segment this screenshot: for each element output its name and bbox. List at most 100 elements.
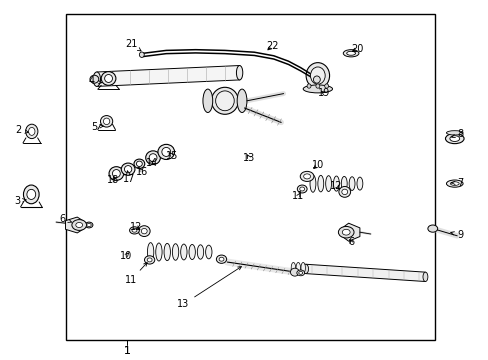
Text: 20: 20	[350, 44, 363, 54]
Ellipse shape	[296, 262, 300, 273]
Ellipse shape	[87, 223, 91, 227]
Text: 6: 6	[60, 213, 71, 224]
Ellipse shape	[144, 256, 154, 264]
Text: 21: 21	[124, 39, 141, 51]
Ellipse shape	[136, 161, 142, 166]
Ellipse shape	[303, 174, 310, 179]
Text: 1: 1	[123, 346, 130, 356]
Ellipse shape	[299, 187, 304, 191]
Polygon shape	[341, 223, 359, 241]
Ellipse shape	[23, 185, 39, 204]
Ellipse shape	[147, 258, 152, 262]
Ellipse shape	[422, 272, 427, 282]
Polygon shape	[305, 264, 425, 282]
Text: 10: 10	[120, 251, 132, 261]
Ellipse shape	[90, 75, 99, 83]
Ellipse shape	[302, 264, 308, 274]
Ellipse shape	[333, 176, 339, 191]
Ellipse shape	[188, 244, 195, 260]
Ellipse shape	[121, 163, 135, 175]
Ellipse shape	[216, 255, 226, 264]
Ellipse shape	[346, 51, 355, 55]
Ellipse shape	[301, 262, 305, 273]
Ellipse shape	[147, 243, 153, 261]
Ellipse shape	[219, 257, 224, 261]
Text: 17: 17	[123, 171, 136, 184]
Ellipse shape	[306, 84, 310, 88]
Ellipse shape	[85, 222, 93, 228]
Text: 12: 12	[129, 222, 142, 232]
Text: 8: 8	[451, 129, 463, 139]
Ellipse shape	[134, 159, 144, 168]
Ellipse shape	[445, 134, 463, 144]
Ellipse shape	[290, 268, 299, 276]
Text: 3: 3	[14, 196, 26, 206]
Ellipse shape	[211, 87, 238, 114]
Ellipse shape	[72, 220, 86, 230]
Text: 7: 7	[451, 178, 463, 188]
Text: 13: 13	[243, 153, 255, 163]
Text: 15: 15	[165, 150, 178, 161]
Bar	[66, 14, 434, 340]
Ellipse shape	[237, 89, 246, 112]
Ellipse shape	[93, 72, 101, 86]
Ellipse shape	[449, 182, 458, 185]
Ellipse shape	[446, 131, 462, 135]
Ellipse shape	[76, 222, 82, 228]
Ellipse shape	[342, 229, 349, 235]
Ellipse shape	[138, 226, 150, 237]
Ellipse shape	[124, 166, 132, 173]
Text: 12: 12	[329, 181, 342, 191]
Text: 14: 14	[145, 158, 158, 168]
Text: 10: 10	[311, 160, 324, 170]
Ellipse shape	[338, 226, 353, 238]
Ellipse shape	[197, 245, 203, 259]
Text: 1: 1	[123, 346, 130, 356]
Ellipse shape	[310, 67, 325, 84]
Ellipse shape	[343, 50, 358, 57]
Ellipse shape	[205, 245, 212, 259]
Ellipse shape	[317, 175, 323, 192]
Text: 22: 22	[265, 41, 278, 51]
Ellipse shape	[341, 189, 347, 194]
Text: 4: 4	[89, 76, 102, 86]
Text: 2: 2	[16, 125, 28, 135]
Ellipse shape	[315, 84, 319, 88]
Ellipse shape	[303, 85, 332, 93]
Ellipse shape	[149, 154, 157, 162]
Ellipse shape	[305, 63, 329, 89]
Ellipse shape	[101, 116, 112, 127]
Text: 16: 16	[135, 167, 148, 177]
Ellipse shape	[139, 52, 144, 57]
Ellipse shape	[104, 75, 112, 82]
Text: 13: 13	[177, 267, 241, 309]
Text: 6: 6	[347, 237, 353, 247]
Ellipse shape	[296, 270, 304, 276]
Text: 19: 19	[317, 88, 329, 98]
Text: 5: 5	[91, 122, 103, 132]
Ellipse shape	[298, 271, 302, 274]
Text: 18: 18	[107, 175, 120, 185]
Ellipse shape	[158, 144, 174, 159]
Ellipse shape	[309, 175, 315, 192]
Text: 9: 9	[450, 230, 463, 240]
Ellipse shape	[163, 243, 170, 261]
Ellipse shape	[356, 177, 362, 190]
Ellipse shape	[203, 89, 212, 112]
Polygon shape	[65, 217, 84, 233]
Polygon shape	[97, 66, 239, 86]
Text: 11: 11	[291, 191, 304, 201]
Ellipse shape	[215, 91, 234, 111]
Ellipse shape	[162, 148, 170, 156]
Ellipse shape	[109, 167, 123, 180]
Ellipse shape	[132, 229, 137, 232]
Ellipse shape	[427, 225, 437, 232]
Ellipse shape	[324, 84, 328, 88]
Ellipse shape	[313, 76, 320, 83]
Ellipse shape	[446, 180, 462, 187]
Ellipse shape	[155, 243, 162, 261]
Ellipse shape	[449, 136, 459, 141]
Ellipse shape	[27, 189, 36, 199]
Ellipse shape	[297, 185, 306, 193]
Ellipse shape	[172, 244, 179, 260]
